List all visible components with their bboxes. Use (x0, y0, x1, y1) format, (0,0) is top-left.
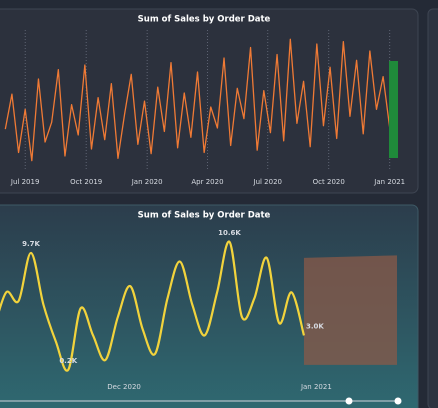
slider-handle[interactable] (345, 397, 353, 405)
forecast-band (303, 255, 397, 365)
data-label: 3.0K (306, 322, 324, 330)
panel (427, 8, 438, 408)
line (0, 240, 306, 372)
highlight (389, 61, 398, 158)
chart: Dec 2020 Jan 2021 9.7K 0.2K 10.6K 3.0K (0, 229, 397, 391)
data-label: 0.2K (59, 357, 77, 365)
data-label: 9.7K (22, 240, 40, 248)
x-tick-label: Jul 2020 (253, 178, 283, 186)
x-tick-label: Jul 2019 (10, 178, 40, 186)
x-tick-label: Oct 2019 (70, 178, 102, 186)
chart-title: Sum of Sales by Order Date (138, 211, 271, 221)
line (4, 38, 397, 162)
chart: Jul 2019 Oct 2019 Jan 2020 Apr 2020 Jul 2020… (4, 30, 405, 186)
x-tick-label: Jan 2021 (373, 178, 405, 186)
panel (0, 8, 419, 194)
x-tick-label: Jan 2020 (131, 178, 163, 186)
x-tick-label: Apr 2020 (191, 178, 223, 186)
data-label: 10.6K (218, 229, 241, 237)
x-tick-label: Jan 2021 (300, 383, 332, 391)
slider-handle[interactable] (394, 397, 402, 405)
chart-title: Sum of Sales by Order Date (138, 15, 271, 25)
x-tick-label: Dec 2020 (107, 383, 141, 391)
x-tick-label: Oct 2020 (313, 178, 345, 186)
